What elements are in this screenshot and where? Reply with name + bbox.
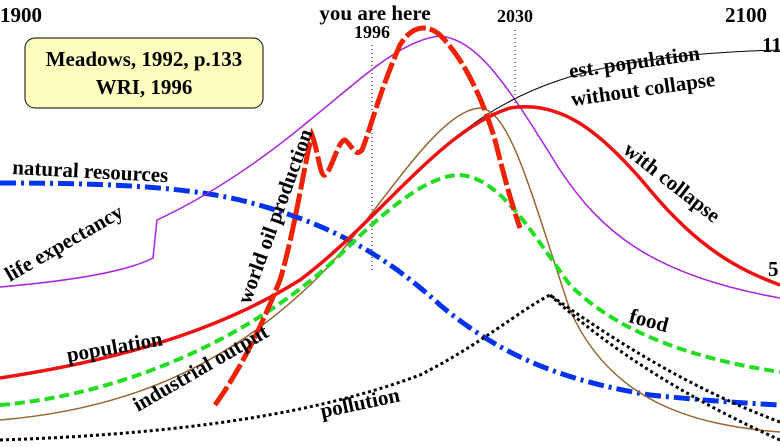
value-label: 5: [768, 257, 779, 281]
curve-label: world oil production: [232, 125, 318, 306]
food-curve: [0, 172, 780, 407]
pollution-curve: [0, 293, 780, 442]
curve-label: food: [627, 304, 672, 338]
marker-label: you are here: [319, 1, 430, 25]
value-label: 11: [762, 33, 780, 57]
year-label: 1996: [354, 22, 390, 42]
source-text: WRI, 1996: [96, 75, 193, 99]
natural-resources-curve: [0, 180, 780, 408]
curve-label: life expectancy: [1, 199, 128, 286]
curve-label: pollution: [318, 383, 402, 423]
source-box: [24, 37, 264, 109]
year-label: 1900: [0, 3, 42, 27]
curve-label: population: [65, 326, 165, 367]
oil-production-curve: [212, 25, 523, 407]
pollution-curve: [548, 293, 780, 442]
industrial-output-curve: [0, 107, 780, 433]
year-label: 2030: [497, 6, 533, 26]
source-text: Meadows, 1992, p.133: [46, 47, 243, 71]
year-label: 2100: [725, 3, 767, 27]
population-curve: [0, 105, 780, 380]
